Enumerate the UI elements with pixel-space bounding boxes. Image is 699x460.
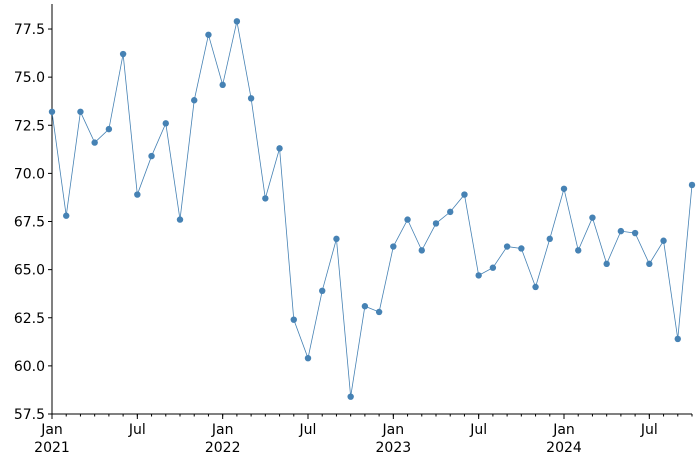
y-tick-label: 60.0 (14, 359, 45, 375)
x-axis-ticks: Jan 2021 Jul Jan 2022 Jul Jan 2023 Jul Jan 2024 Jul (34, 414, 693, 456)
data-point (105, 125, 113, 133)
x-tick-year-label: 2022 (205, 440, 241, 456)
data-point (503, 243, 511, 250)
data-point (475, 272, 482, 279)
data-point (262, 195, 269, 202)
axes (51, 4, 692, 415)
data-point (489, 264, 497, 271)
data-point (532, 283, 539, 291)
data-point (77, 108, 84, 115)
data-point (48, 108, 56, 115)
data-point (660, 237, 667, 244)
series-line (51, 21, 693, 397)
y-tick-label: 70.0 (14, 166, 45, 182)
data-point (617, 227, 625, 235)
data-point (589, 214, 596, 221)
data-point (91, 139, 98, 146)
y-tick-label: 57.5 (14, 407, 45, 423)
data-point (347, 393, 354, 400)
series-layer (48, 18, 696, 400)
data-point (219, 81, 226, 89)
data-point (518, 245, 525, 252)
data-point (63, 212, 70, 219)
data-point (461, 191, 468, 198)
x-tick-label: Jul (128, 422, 146, 438)
y-tick-label: 65.0 (14, 263, 45, 279)
data-point (290, 316, 297, 323)
y-tick-label: 75.0 (14, 70, 45, 86)
x-tick-label: Jan (211, 422, 234, 438)
y-tick-label: 77.5 (14, 22, 45, 38)
data-point (432, 220, 440, 227)
data-point (162, 120, 169, 127)
data-point (191, 97, 198, 104)
data-point (176, 216, 184, 223)
data-point (390, 243, 397, 250)
data-point (247, 95, 255, 102)
data-point (418, 247, 425, 254)
data-point (134, 191, 141, 198)
data-point (319, 287, 326, 295)
data-point (575, 247, 582, 254)
x-tick-year-label: 2021 (34, 440, 70, 456)
x-tick-year-label: 2024 (546, 440, 582, 456)
x-tick-label: Jan (382, 422, 405, 438)
data-point (688, 181, 696, 189)
x-tick-label: Jul (299, 422, 317, 438)
data-point (404, 216, 411, 223)
data-point (205, 31, 212, 38)
data-point (361, 303, 369, 310)
x-tick-label: Jan (552, 422, 575, 438)
data-point (631, 229, 639, 237)
data-point (233, 18, 241, 25)
data-point (646, 260, 653, 268)
y-axis-ticks: 57.5 60.0 62.5 65.0 67.5 70.0 72.5 75.0 77.5 (14, 22, 52, 423)
data-point (148, 152, 155, 160)
data-point (119, 50, 127, 58)
data-point (560, 185, 568, 192)
data-point (447, 208, 454, 216)
data-point (276, 145, 283, 152)
y-tick-label: 72.5 (14, 118, 45, 134)
data-point (333, 235, 340, 243)
x-tick-label: Jul (469, 422, 487, 438)
x-tick-year-label: 2023 (376, 440, 412, 456)
y-tick-label: 67.5 (14, 215, 45, 231)
data-point (304, 354, 312, 362)
data-point (603, 260, 610, 268)
x-tick-label: Jan (40, 422, 63, 438)
data-point (546, 235, 553, 243)
data-point (375, 308, 383, 316)
y-tick-label: 62.5 (14, 311, 45, 327)
data-point (674, 335, 681, 343)
x-tick-label: Jul (640, 422, 658, 438)
